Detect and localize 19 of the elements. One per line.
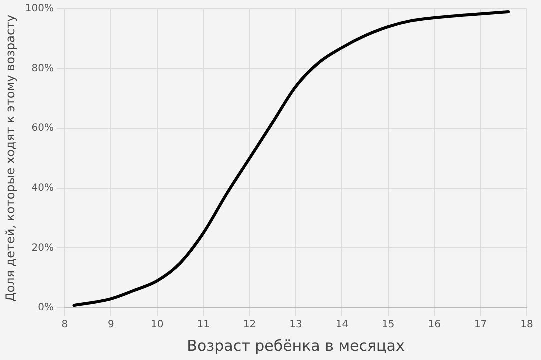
x-tick-label: 17 <box>474 320 488 331</box>
x-tick-label: 9 <box>108 320 114 331</box>
x-tick-label: 13 <box>290 320 302 331</box>
x-tick-label: 14 <box>336 320 349 331</box>
y-axis-title: Доля детей, которые ходят к этому возрасту <box>3 14 18 302</box>
x-tick-label: 18 <box>520 320 534 331</box>
x-tick-label: 15 <box>382 320 395 331</box>
y-tick-label: 100% <box>25 4 54 15</box>
x-axis-title: Возраст ребёнка в месяцах <box>187 336 405 355</box>
y-tick-label: 60% <box>32 123 54 134</box>
y-tick-label: 80% <box>32 63 54 74</box>
x-tick-label: 11 <box>197 320 210 331</box>
y-tick-label: 40% <box>32 182 54 194</box>
x-tick-label: 8 <box>62 320 68 331</box>
x-tick-label: 12 <box>243 320 256 331</box>
x-tick-label: 10 <box>151 320 164 331</box>
y-tick-label: 20% <box>32 242 54 254</box>
x-tick-label: 16 <box>428 320 441 331</box>
y-tick-label: 0% <box>38 302 54 314</box>
